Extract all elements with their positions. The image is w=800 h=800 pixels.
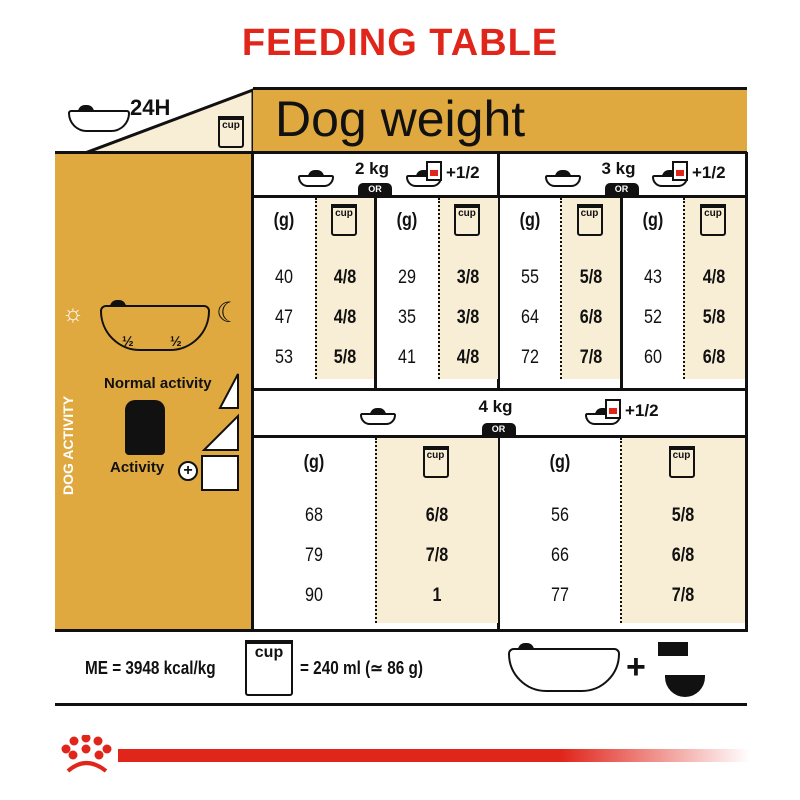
grams-value: 29 [398, 267, 416, 288]
cup-value: 7/8 [425, 545, 448, 566]
cup-value: 4/8 [333, 307, 357, 328]
or-badge: OR [358, 183, 392, 195]
page-title: FEEDING TABLE [241, 22, 559, 64]
wet-pouch-icon [605, 399, 621, 419]
royal-canin-crown-logo [60, 733, 114, 775]
cup-icon: cup [454, 204, 480, 236]
dog-icon [125, 400, 165, 455]
grams-value: 41 [398, 347, 416, 368]
water-bowl-icon [665, 675, 705, 697]
evening-half: ½ [170, 333, 182, 349]
dry-food-bowl-icon [545, 170, 581, 187]
grams-value: 68 [305, 505, 323, 526]
cup-value: 5/8 [702, 307, 726, 328]
cup-icon: cup [576, 204, 603, 236]
cup-icon: cup [245, 640, 293, 696]
weight-label: 4 kg [478, 397, 513, 416]
grams-value: 56 [550, 505, 569, 526]
cup-value: 6/8 [671, 545, 694, 566]
dry-food-bowl-icon [298, 170, 334, 187]
cup-value: 6/8 [579, 307, 602, 328]
weight-label: 2 kg [355, 159, 390, 178]
cup-icon: cup [218, 116, 244, 148]
cup-icon: cup [422, 446, 449, 478]
cup-value: 5/8 [333, 347, 357, 368]
plus-icon: + [178, 461, 198, 481]
grams-value: 72 [520, 347, 539, 368]
morning-half: ½ [122, 333, 134, 349]
grams-header: (g) [519, 210, 540, 231]
cup-equivalent: = 240 ml (≃ 86 g) [300, 658, 423, 678]
food-bowl-icon [508, 643, 620, 692]
cup-value: 1 [431, 585, 441, 606]
weight-header [253, 88, 747, 152]
mix-portion-label: +1/2 [446, 163, 480, 182]
cup-icon: cup [700, 204, 726, 236]
cup-icon: cup [668, 446, 695, 478]
normal-activity-label: Normal activity [104, 375, 212, 392]
dog-activity-label: DOG ACTIVITY [60, 395, 76, 495]
grams-value: 47 [275, 307, 293, 328]
grams-value: 53 [275, 347, 293, 368]
water-tap-icon [658, 642, 688, 656]
grams-value: 52 [643, 307, 662, 328]
brand-bar [118, 749, 750, 762]
grams-value: 60 [643, 347, 662, 368]
dry-food-bowl-icon [360, 408, 396, 425]
activity-panel [55, 154, 252, 630]
grams-header: (g) [303, 452, 325, 473]
grams-value: 90 [305, 585, 323, 606]
grams-header: (g) [273, 210, 295, 231]
mix-portion-label: +1/2 [625, 401, 659, 420]
cup-value: 7/8 [579, 347, 602, 368]
period-label: 24H [130, 95, 171, 120]
grams-value: 35 [398, 307, 416, 328]
cup-value: 3/8 [456, 307, 480, 328]
activity-label: Activity [110, 459, 165, 476]
wet-pouch-icon [426, 161, 442, 181]
grams-header: (g) [396, 210, 418, 231]
weight-label: 3 kg [601, 159, 636, 178]
cup-value: 7/8 [671, 585, 694, 606]
cup-value: 6/8 [425, 505, 448, 526]
activity-scale [201, 373, 239, 491]
cup-value: 5/8 [671, 505, 694, 526]
energy-label: ME = 3948 kcal/kg [85, 658, 216, 678]
grams-value: 40 [275, 267, 293, 288]
cup-value: 4/8 [702, 267, 726, 288]
sun-icon: ☼ [62, 300, 84, 327]
grams-value: 79 [305, 545, 323, 566]
wet-pouch-icon [672, 161, 688, 181]
grams-value: 64 [520, 307, 539, 328]
or-badge: OR [481, 423, 516, 435]
grams-value: 66 [550, 545, 569, 566]
cup-icon: cup [331, 204, 357, 236]
weight-header-label: Dog weight [275, 91, 526, 147]
grams-value: 43 [643, 267, 662, 288]
cup-value: 4/8 [456, 347, 480, 368]
mix-portion-label: +1/2 [692, 163, 726, 182]
cup-value: 3/8 [456, 267, 480, 288]
grams-value: 55 [520, 267, 539, 288]
plus-sign: + [626, 648, 646, 686]
cup-value: 4/8 [333, 267, 357, 288]
grams-header: (g) [642, 210, 663, 231]
cup-value: 6/8 [702, 347, 726, 368]
moon-icon: ☾ [216, 297, 242, 328]
grams-value: 77 [550, 585, 569, 606]
or-badge: OR [604, 183, 639, 195]
cup-value: 5/8 [579, 267, 602, 288]
grams-header: (g) [549, 452, 570, 473]
